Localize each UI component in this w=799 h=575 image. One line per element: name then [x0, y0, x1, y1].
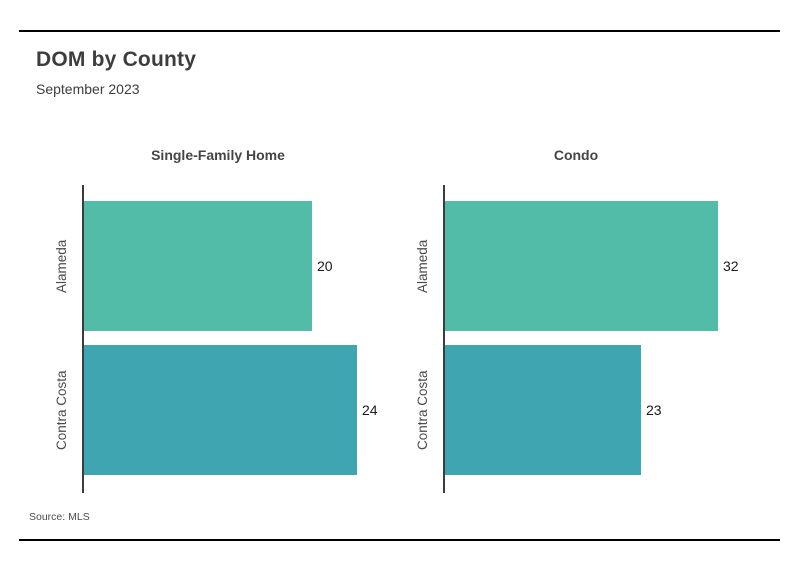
- bar-value-label: 23: [646, 402, 662, 418]
- bottom-divider: [19, 539, 780, 541]
- category-label: Alameda: [54, 239, 69, 293]
- facet-panel: 32 Alameda 23 Contra Costa: [415, 185, 773, 493]
- category-label: Alameda: [415, 239, 430, 293]
- top-divider: [19, 30, 780, 32]
- y-axis-spine: [82, 185, 84, 493]
- facet-title: Single-Family Home: [151, 147, 285, 163]
- category-label: Contra Costa: [415, 370, 430, 450]
- bar-contra-costa: [84, 345, 357, 475]
- chart-title: DOM by County: [36, 48, 197, 71]
- y-axis-spine: [443, 185, 445, 493]
- bar-alameda: [445, 201, 718, 331]
- bar-value-label: 32: [723, 258, 739, 274]
- source-note: Source: MLS: [29, 511, 90, 523]
- bar-value-label: 20: [317, 258, 333, 274]
- facet-panel: 20 Alameda 24 Contra Costa: [54, 185, 412, 493]
- bar-alameda: [84, 201, 312, 331]
- facet-title: Condo: [553, 147, 599, 163]
- bar-contra-costa: [445, 345, 641, 475]
- category-label: Contra Costa: [54, 370, 69, 450]
- chart-subtitle: September 2023: [36, 81, 140, 97]
- bar-value-label: 24: [362, 402, 378, 418]
